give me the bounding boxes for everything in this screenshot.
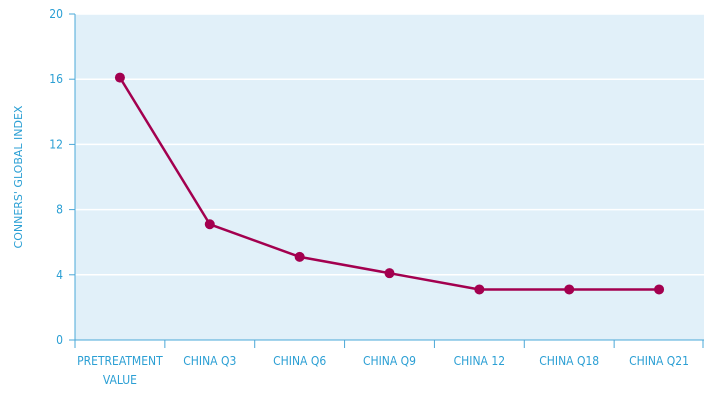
axes xyxy=(69,13,704,348)
plot-area xyxy=(75,14,704,340)
data-point xyxy=(564,284,575,295)
x-tick-label: CHINA Q18 xyxy=(539,354,599,368)
x-tick-label: CHINA 12 xyxy=(454,354,505,368)
y-tick-label: 16 xyxy=(49,72,63,86)
y-tick-label: 0 xyxy=(56,333,63,347)
series-group xyxy=(114,72,665,295)
data-point xyxy=(204,219,215,230)
data-point xyxy=(114,72,125,83)
data-point xyxy=(294,251,305,262)
y-tick-labels: 0 4 8 12 16 20 xyxy=(49,7,63,347)
x-tick-label: PRETREATMENT VALUE xyxy=(77,354,163,387)
y-tick-label: 12 xyxy=(49,137,63,151)
data-point xyxy=(474,284,485,295)
data-point xyxy=(384,268,395,279)
y-tick-label: 20 xyxy=(49,7,63,21)
data-point xyxy=(654,284,665,295)
gridlines xyxy=(75,13,704,276)
x-tick-label: CHINA Q9 xyxy=(363,354,416,368)
x-tick-label: CHINA Q3 xyxy=(183,354,236,368)
y-tick-label: 8 xyxy=(56,203,63,217)
x-tick-label: CHINA Q21 xyxy=(629,354,689,368)
x-tick-label: CHINA Q6 xyxy=(273,354,326,368)
y-axis-title: CONNERS' GLOBAL INDEX xyxy=(12,105,25,248)
y-tick-label: 4 xyxy=(56,268,63,282)
x-tick-labels: PRETREATMENT VALUE CHINA Q3 CHINA Q6 CHINA Q… xyxy=(77,354,689,387)
